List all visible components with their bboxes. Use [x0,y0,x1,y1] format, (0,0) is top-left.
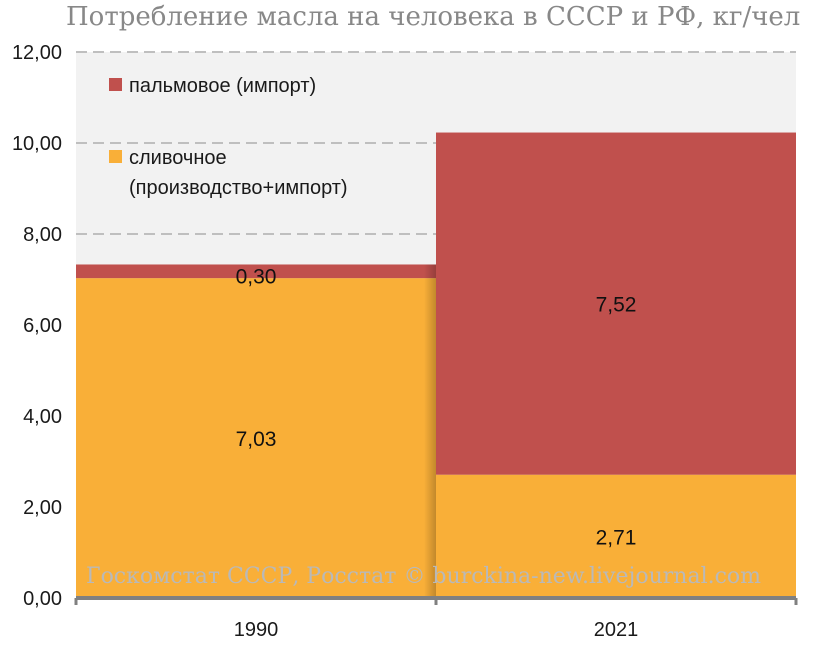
data-label: 7,03 [236,428,277,451]
bar-1990-series-2 [76,264,436,279]
bar-2021-series-1 [436,474,796,598]
y-tick-label: 4,00 [23,406,62,428]
data-label: 0,30 [236,265,277,288]
y-tick-label: 8,00 [23,224,62,246]
y-tick-label: 12,00 [12,42,62,64]
chart-title: Потребление масла на человека в СССР и Р… [66,2,801,32]
x-tick-label: 2021 [594,619,639,641]
legend-swatch [109,78,122,91]
legend-label: сливочное [129,147,227,169]
data-label: 2,71 [596,526,637,549]
y-tick-label: 2,00 [23,497,62,519]
bar-1990-series-1 [76,278,436,598]
legend-swatch [109,150,122,163]
y-tick-label: 0,00 [23,588,62,610]
bar-shadow [424,264,436,598]
legend-label: (производство+импорт) [129,177,348,199]
bar-2021-series-2 [436,132,796,475]
watermark-text: Госкомстат СССР, Росстат © burckina-new.… [86,564,761,589]
data-label: 7,52 [596,294,637,317]
y-tick-label: 10,00 [12,133,62,155]
x-tick-label: 1990 [234,619,279,641]
y-tick-label: 6,00 [23,315,62,337]
legend-label: пальмовое (импорт) [129,75,316,97]
